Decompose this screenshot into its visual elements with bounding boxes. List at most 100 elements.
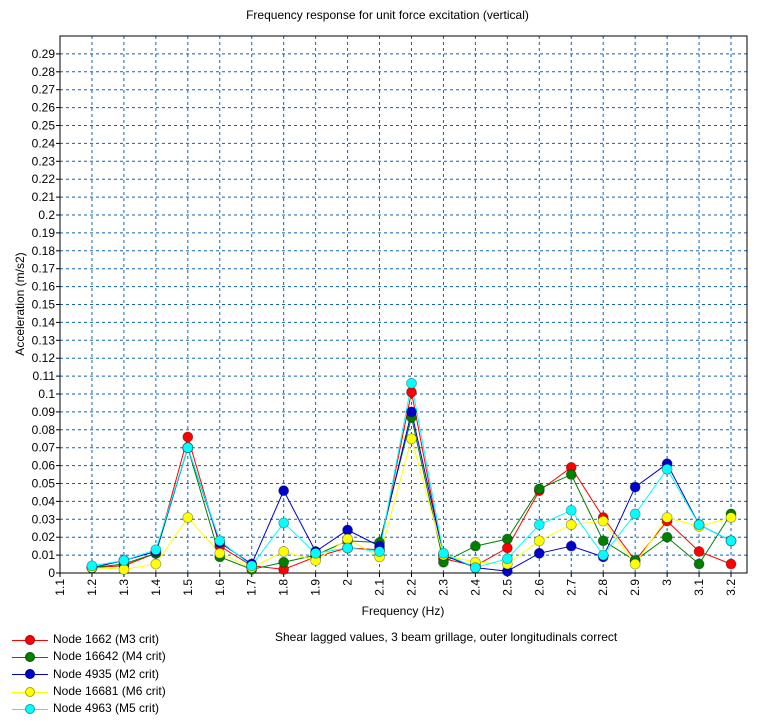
x-axis-label: Frequency (Hz) — [362, 604, 445, 618]
y-axis-ticks: 0 0.01 0.02 0.03 0.04 0.05 0.06 0.07 0.08 0.09 0.1… — [32, 47, 60, 580]
y-tick-label: 0 — [48, 566, 55, 580]
y-tick-label: 0.03 — [32, 512, 56, 526]
data-point-series-5 — [533, 519, 545, 531]
y-tick-label: 0.24 — [32, 136, 56, 150]
legend-label: Node 16642 (M4 crit) — [53, 649, 166, 664]
x-tick-label: 2.5 — [500, 579, 514, 596]
data-point-series-4 — [661, 512, 673, 523]
x-tick-label: 1.7 — [245, 579, 259, 596]
legend-marker — [25, 651, 35, 662]
x-tick-label: 3.2 — [724, 579, 738, 596]
series-layer — [86, 377, 737, 577]
y-tick-label: 0.22 — [32, 172, 56, 186]
data-point-series-5 — [693, 519, 705, 531]
y-tick-label: 0.08 — [32, 423, 56, 437]
x-tick-label: 2 — [341, 579, 355, 586]
data-point-series-5 — [86, 560, 98, 572]
x-tick-label: 2.3 — [436, 579, 450, 596]
data-point-series-2 — [693, 558, 705, 570]
y-tick-label: 0.29 — [32, 47, 56, 61]
data-point-series-4 — [214, 547, 226, 559]
data-point-series-3 — [406, 406, 417, 418]
legend-label: Node 16681 (M6 crit) — [53, 683, 166, 698]
x-tick-label: 1.3 — [117, 579, 131, 596]
x-tick-label: 2.6 — [532, 579, 546, 596]
legend-label: Node 4963 (M5 crit) — [53, 701, 160, 716]
data-point-series-1 — [182, 431, 194, 443]
x-tick-label: 1.1 — [53, 579, 67, 596]
data-point-series-4 — [565, 519, 577, 531]
y-tick-label: 0.02 — [32, 530, 56, 544]
y-tick-label: 0.23 — [32, 154, 56, 168]
data-point-series-3 — [565, 540, 577, 552]
x-axis-ticks: 1.1 1.2 1.3 1.4 1.5 1.6 1.7 1.8 1.9 2 2.1 2.2 2.3 2.4… — [53, 573, 738, 596]
data-point-series-1 — [725, 558, 737, 570]
y-tick-label: 0.06 — [32, 459, 56, 473]
data-point-series-2 — [661, 531, 673, 543]
y-tick-label: 0.14 — [32, 315, 56, 329]
data-point-series-4 — [182, 512, 194, 523]
data-point-series-4 — [342, 533, 353, 545]
data-point-series-2 — [533, 483, 545, 495]
x-tick-label: 2.1 — [373, 579, 387, 596]
data-point-series-5 — [246, 560, 258, 572]
legend-item: Node 4963 (M5 crit) — [12, 700, 166, 717]
data-point-series-3 — [342, 524, 353, 536]
legend-marker — [25, 686, 35, 697]
data-point-series-5 — [629, 508, 641, 520]
data-point-series-1 — [406, 386, 417, 398]
data-point-series-5 — [118, 555, 130, 566]
y-tick-label: 0.25 — [32, 119, 56, 133]
legend-item: Node 16642 (M4 crit) — [12, 648, 166, 665]
data-point-series-5 — [501, 553, 513, 565]
y-tick-label: 0.28 — [32, 65, 56, 79]
y-tick-label: 0.17 — [32, 262, 56, 276]
data-point-series-5 — [182, 442, 194, 454]
legend-swatch — [12, 686, 48, 698]
data-point-series-2 — [565, 469, 577, 480]
legend-item: Node 4935 (M2 crit) — [12, 666, 166, 683]
legend-swatch — [12, 634, 48, 646]
data-point-series-4 — [150, 558, 162, 570]
y-tick-label: 0.26 — [32, 101, 56, 115]
data-point-series-5 — [597, 549, 609, 561]
x-tick-label: 1.5 — [181, 579, 195, 596]
data-point-series-2 — [278, 556, 290, 568]
data-point-series-5 — [310, 547, 322, 559]
y-tick-label: 0.21 — [32, 190, 56, 204]
x-tick-label: 1.6 — [213, 579, 227, 596]
legend-marker — [25, 634, 35, 645]
x-tick-label: 2.9 — [628, 579, 642, 596]
x-tick-label: 2.7 — [564, 579, 578, 596]
chart-annotation: Shear lagged values, 3 beam grillage, ou… — [275, 630, 618, 644]
y-tick-label: 0.11 — [33, 369, 56, 383]
y-tick-label: 0.27 — [32, 83, 56, 97]
x-tick-label: 2.4 — [468, 579, 482, 596]
data-point-series-5 — [406, 377, 417, 389]
y-tick-label: 0.19 — [32, 226, 56, 240]
data-point-series-5 — [725, 535, 737, 547]
grid — [60, 36, 747, 573]
data-point-series-2 — [469, 540, 481, 552]
y-tick-label: 0.2 — [38, 208, 55, 222]
data-point-series-5 — [565, 504, 577, 516]
legend-item: Node 1662 (M3 crit) — [12, 631, 166, 648]
y-tick-label: 0.15 — [32, 298, 56, 312]
data-point-series-4 — [725, 512, 737, 523]
legend-label: Node 4935 (M2 crit) — [53, 666, 160, 681]
x-tick-label: 3 — [660, 579, 674, 586]
x-tick-label: 2.2 — [404, 579, 418, 596]
x-tick-label: 1.9 — [309, 579, 323, 596]
data-point-series-2 — [597, 535, 609, 547]
chart-title: Frequency response for unit force excita… — [246, 8, 529, 22]
legend-label: Node 1662 (M3 crit) — [53, 632, 160, 646]
y-tick-label: 0.16 — [32, 280, 56, 294]
data-point-series-2 — [501, 533, 513, 545]
legend-swatch — [12, 703, 48, 715]
legend-item: Node 16681 (M6 crit) — [12, 683, 166, 700]
x-tick-label: 1.8 — [277, 579, 291, 596]
y-tick-label: 0.05 — [32, 477, 56, 491]
data-point-series-3 — [533, 547, 545, 559]
data-point-series-5 — [438, 547, 449, 559]
y-tick-label: 0.18 — [32, 244, 56, 258]
